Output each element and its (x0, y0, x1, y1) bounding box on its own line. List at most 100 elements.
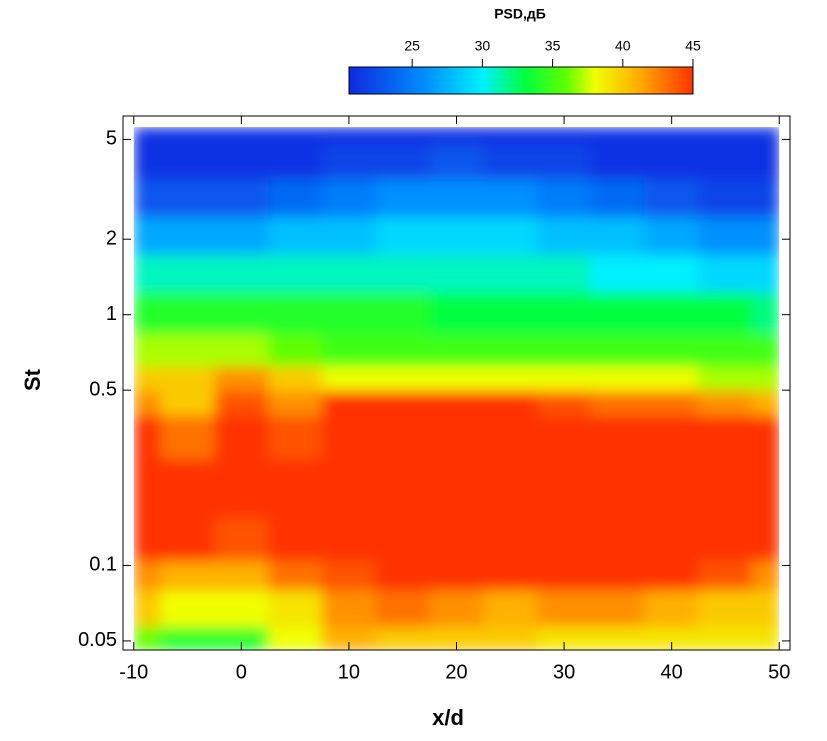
heatmap-cell (375, 627, 431, 651)
heatmap-cell (322, 292, 377, 335)
heatmap-cell (644, 390, 700, 416)
x-tick-label: 20 (445, 661, 467, 683)
heatmap-cell (322, 334, 377, 368)
heatmap-cell (752, 127, 780, 146)
heatmap-cell (644, 459, 700, 519)
heatmap-cell (429, 459, 484, 519)
heatmap-cell (160, 561, 215, 592)
heatmap-cell (590, 590, 646, 628)
heatmap-cell (268, 390, 323, 416)
heatmap-cell (214, 179, 269, 218)
heatmap-cell (644, 415, 700, 460)
heatmap-cell (375, 517, 431, 562)
heatmap-cell (537, 334, 592, 368)
heatmap-cell (429, 334, 484, 368)
colorbar-tick-label: 35 (545, 38, 561, 54)
heatmap-cell (590, 334, 646, 368)
x-tick-label: 30 (553, 661, 575, 683)
heatmap-cell (375, 459, 431, 519)
heatmap-cells (133, 127, 780, 651)
heatmap-cell (214, 415, 269, 460)
heatmap-cell (322, 127, 377, 146)
heatmap-cell (698, 217, 753, 256)
heatmap-cell (752, 366, 780, 392)
heatmap-cell (429, 390, 484, 416)
heatmap-cell (133, 390, 162, 416)
heatmap-cell (698, 415, 753, 460)
heatmap-cell (590, 459, 646, 519)
y-tick-label: 5 (106, 128, 117, 150)
heatmap-cell (214, 459, 269, 519)
heatmap-cell (644, 254, 700, 294)
heatmap-cell (133, 217, 162, 256)
heatmap-cell (133, 254, 162, 294)
heatmap-cell (268, 627, 323, 651)
heatmap-cell (133, 459, 162, 519)
heatmap-cell (268, 254, 323, 294)
heatmap-cell (322, 366, 377, 392)
heatmap-cell (752, 292, 780, 335)
heatmap-cell (537, 292, 592, 335)
y-tick-label: 0.05 (78, 629, 117, 651)
heatmap-cell (160, 254, 215, 294)
heatmap-cell (429, 517, 484, 562)
heatmap-cell (483, 390, 538, 416)
heatmap-cell (752, 179, 780, 218)
heatmap-cell (483, 127, 538, 146)
heatmap-cell (483, 415, 538, 460)
heatmap-cell (375, 561, 431, 592)
heatmap-cell (429, 127, 484, 146)
colorbar-tick-label: 45 (685, 38, 701, 54)
heatmap-cell (752, 145, 780, 180)
heatmap-cell (752, 459, 780, 519)
heatmap-cell (483, 217, 538, 256)
heatmap-cell (375, 415, 431, 460)
heatmap-cell (698, 145, 753, 180)
heatmap-cell (537, 179, 592, 218)
heatmap-cell (644, 561, 700, 592)
heatmap-cell (429, 366, 484, 392)
heatmap-cell (133, 415, 162, 460)
heatmap-cell (268, 366, 323, 392)
heatmap-cell (429, 145, 484, 180)
heatmap-cell (590, 517, 646, 562)
heatmap-cell (698, 179, 753, 218)
heatmap-cell (322, 179, 377, 218)
heatmap-cell (590, 179, 646, 218)
x-axis-label: x/d (432, 705, 464, 730)
heatmap-cell (429, 179, 484, 218)
heatmap-cell (644, 366, 700, 392)
heatmap-cell (160, 217, 215, 256)
heatmap-cell (214, 627, 269, 651)
heatmap-cell (590, 390, 646, 416)
heatmap-cell (160, 292, 215, 335)
heatmap-cell (752, 334, 780, 368)
heatmap-cell (483, 561, 538, 592)
heatmap-cell (537, 415, 592, 460)
heatmap-cell (160, 459, 215, 519)
y-tick-label: 0.1 (89, 554, 117, 576)
heatmap-cell (214, 292, 269, 335)
heatmap-cell (483, 292, 538, 335)
heatmap-cell (268, 127, 323, 146)
heatmap-cell (752, 254, 780, 294)
heatmap-cell (429, 627, 484, 651)
x-tick-label: 40 (661, 661, 683, 683)
heatmap-cell (133, 179, 162, 218)
heatmap-cell (322, 517, 377, 562)
heatmap-cell (322, 415, 377, 460)
heatmap-cell (483, 179, 538, 218)
heatmap-cell (322, 561, 377, 592)
heatmap-cell (698, 127, 753, 146)
heatmap-cell (590, 217, 646, 256)
heatmap-cell (322, 145, 377, 180)
heatmap-cell (214, 390, 269, 416)
heatmap-cell (375, 217, 431, 256)
heatmap-cell (268, 415, 323, 460)
heatmap-cell (375, 127, 431, 146)
heatmap-cell (322, 254, 377, 294)
heatmap-cell (133, 517, 162, 562)
heatmap-cell (375, 590, 431, 628)
heatmap-cell (133, 127, 162, 146)
